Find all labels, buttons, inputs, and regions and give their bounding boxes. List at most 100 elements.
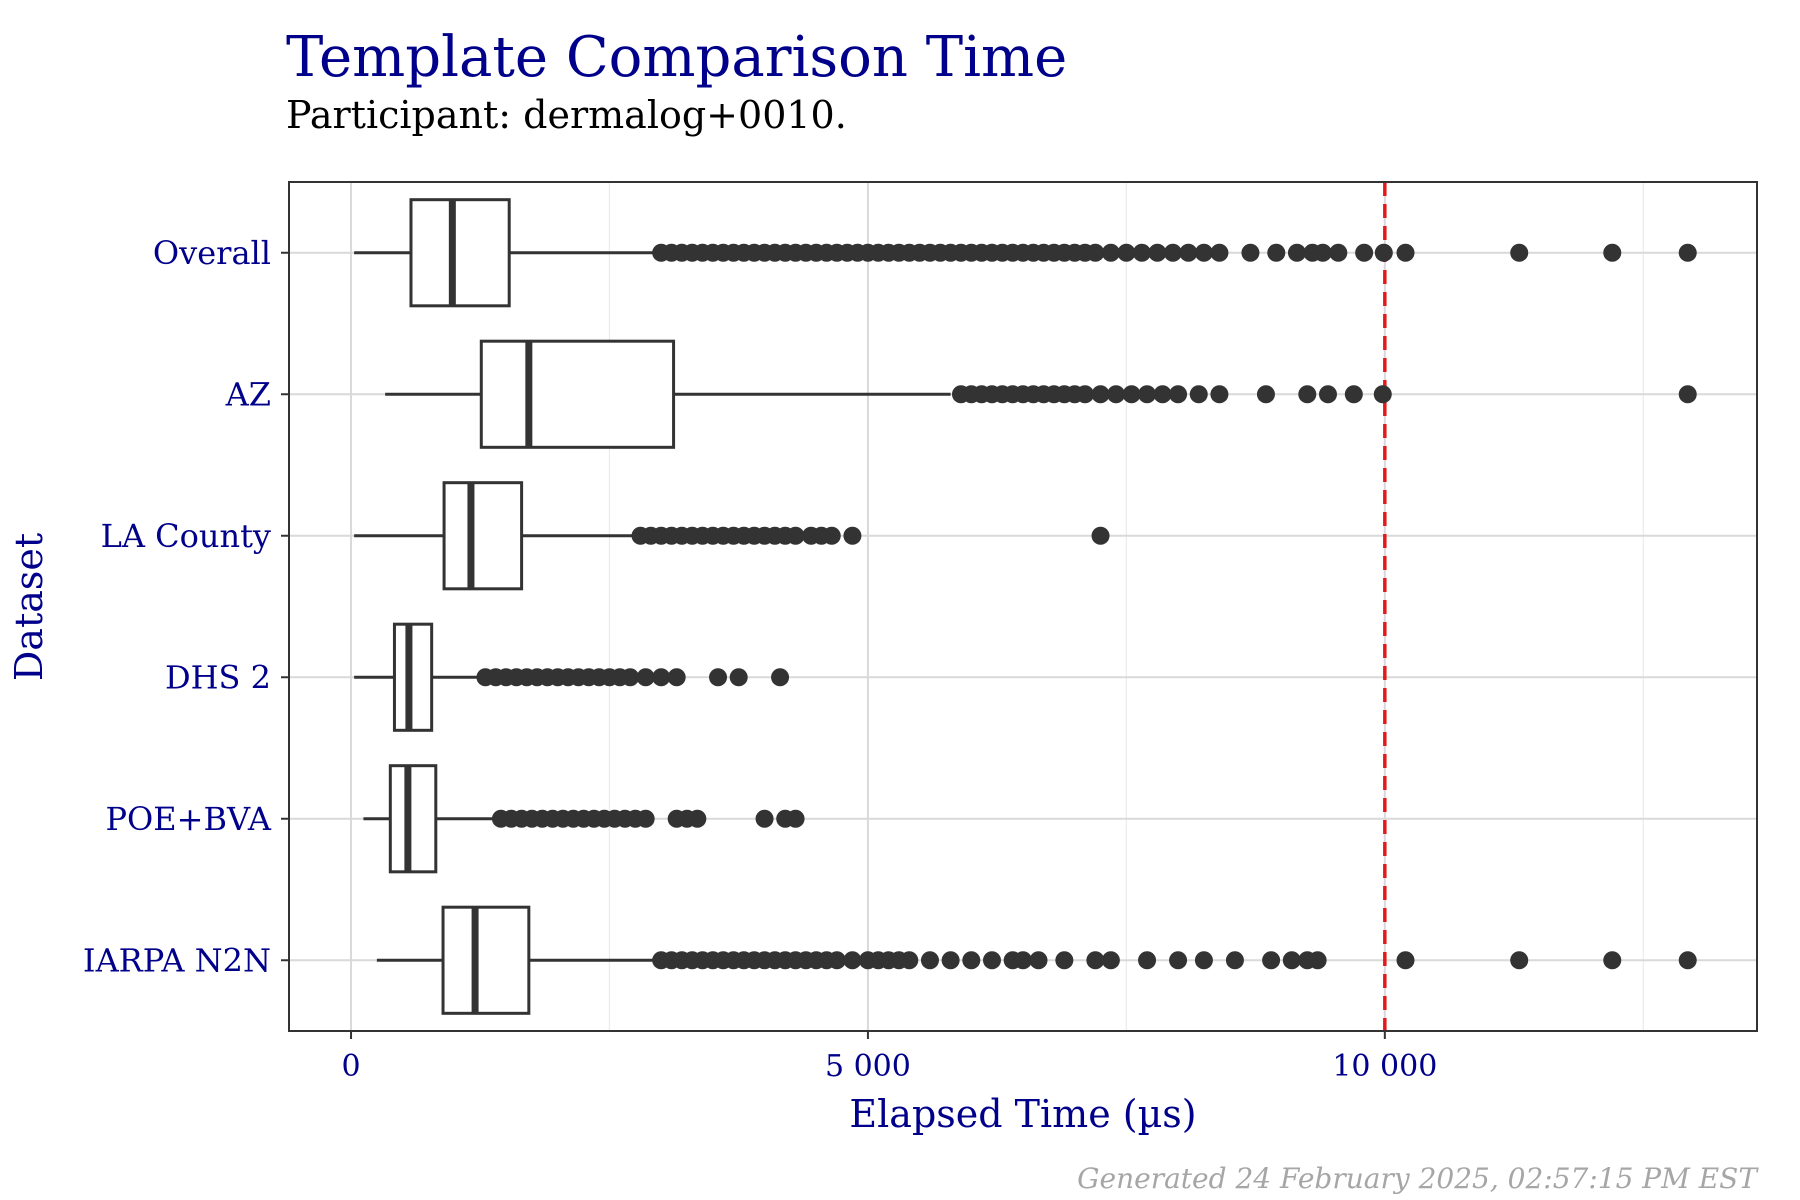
- y-tick-label: IARPA N2N: [83, 941, 271, 979]
- outlier-point: [1189, 385, 1208, 404]
- outlier-point: [755, 809, 774, 828]
- generated-footer: Generated 24 February 2025, 02:57:15 PM …: [1077, 1162, 1759, 1195]
- outlier-point: [786, 809, 805, 828]
- box-iqr: [442, 481, 524, 591]
- boxplot-az: [385, 339, 1697, 449]
- outlier-point: [1086, 951, 1105, 970]
- outlier-point: [1086, 243, 1105, 262]
- outlier-point: [1101, 243, 1120, 262]
- boxplot-la-county: [354, 481, 1110, 591]
- outlier-point: [1282, 951, 1301, 970]
- outlier-point: [688, 809, 707, 828]
- outlier-point: [1210, 385, 1229, 404]
- outlier-point: [636, 668, 655, 687]
- outlier-point: [1298, 385, 1317, 404]
- outlier-point: [1194, 243, 1213, 262]
- outlier-point: [900, 951, 919, 970]
- outlier-point: [1678, 243, 1697, 262]
- outlier-point: [1076, 385, 1095, 404]
- plot-panel-border: [288, 181, 1758, 1032]
- box-iqr: [388, 764, 438, 874]
- y-tick-label: DHS 2: [165, 658, 271, 696]
- outlier-point: [1132, 243, 1151, 262]
- outlier-point: [1138, 951, 1157, 970]
- outlier-point: [1373, 385, 1392, 404]
- outlier-point: [1153, 385, 1172, 404]
- chart-subtitle: Participant: dermalog+0010.: [286, 93, 847, 137]
- x-axis-label: Elapsed Time (µs): [849, 1092, 1196, 1136]
- outlier-point: [1308, 951, 1327, 970]
- outlier-point: [667, 668, 686, 687]
- outlier-point: [962, 951, 981, 970]
- y-tick-label: POE+BVA: [106, 800, 272, 838]
- outlier-point: [1344, 385, 1363, 404]
- outlier-point: [1262, 951, 1281, 970]
- outlier-point: [1313, 243, 1332, 262]
- outlier-point: [1179, 243, 1198, 262]
- outlier-point: [827, 951, 846, 970]
- outlier-point: [1355, 243, 1374, 262]
- outlier-point: [920, 951, 939, 970]
- y-tick-label: Overall: [153, 234, 271, 272]
- outlier-point: [1138, 385, 1157, 404]
- box-iqr: [441, 905, 531, 1015]
- outlier-point: [1029, 951, 1048, 970]
- outlier-point: [843, 951, 862, 970]
- outlier-point: [621, 668, 640, 687]
- outlier-point: [1241, 243, 1260, 262]
- outlier-point: [1194, 951, 1213, 970]
- chart-title: Template Comparison Time: [286, 25, 1067, 90]
- outlier-point: [1169, 385, 1188, 404]
- outlier-point: [1678, 385, 1697, 404]
- y-axis-label: Dataset: [7, 533, 51, 681]
- y-tick-label: AZ: [225, 375, 271, 413]
- outlier-point: [1256, 385, 1275, 404]
- outlier-point: [1510, 243, 1529, 262]
- boxplot-iarpa-n2n: [376, 905, 1697, 1015]
- outlier-point: [941, 951, 960, 970]
- outlier-point: [1163, 243, 1182, 262]
- y-tick-label: LA County: [101, 517, 271, 555]
- box-iqr: [392, 622, 434, 732]
- y-axis: Overall AZ LA County DHS 2 POE+BVA IARPA N2N: [83, 234, 289, 979]
- outlier-point: [1117, 243, 1136, 262]
- grid: [289, 182, 1757, 1031]
- outlier-point: [1603, 951, 1622, 970]
- outlier-point: [1603, 243, 1622, 262]
- outlier-point: [1225, 951, 1244, 970]
- outlier-point: [1091, 385, 1110, 404]
- x-axis: 0 5 000 10 000: [341, 1031, 1437, 1084]
- outlier-point: [1287, 243, 1306, 262]
- boxplot-dhs-2: [354, 622, 790, 732]
- box-iqr: [479, 339, 676, 449]
- outlier-point: [1055, 951, 1074, 970]
- outlier-point: [1329, 243, 1348, 262]
- outlier-point: [1014, 951, 1032, 970]
- boxplot-poe-bva: [363, 764, 805, 874]
- outlier-point: [636, 809, 655, 828]
- outlier-point: [1396, 243, 1415, 262]
- outlier-point: [1169, 951, 1188, 970]
- outlier-point: [1091, 526, 1110, 545]
- outlier-point: [786, 526, 805, 545]
- outlier-point: [1148, 243, 1167, 262]
- boxplots: [354, 198, 1697, 1015]
- outlier-point: [1101, 951, 1120, 970]
- outlier-point: [1122, 385, 1141, 404]
- outlier-point: [822, 526, 841, 545]
- x-tick-label: 5 000: [825, 1049, 911, 1084]
- box-iqr: [409, 198, 511, 308]
- outlier-point: [843, 526, 862, 545]
- outlier-point: [1210, 243, 1229, 262]
- outlier-point: [1318, 385, 1337, 404]
- outlier-point: [771, 668, 790, 687]
- outlier-point: [982, 951, 1001, 970]
- outlier-point: [652, 668, 671, 687]
- x-tick-label: 10 000: [1332, 1049, 1437, 1084]
- outlier-point: [709, 668, 728, 687]
- outlier-point: [1678, 951, 1697, 970]
- outlier-point: [729, 668, 748, 687]
- outlier-point: [1107, 385, 1126, 404]
- outlier-point: [1396, 951, 1415, 970]
